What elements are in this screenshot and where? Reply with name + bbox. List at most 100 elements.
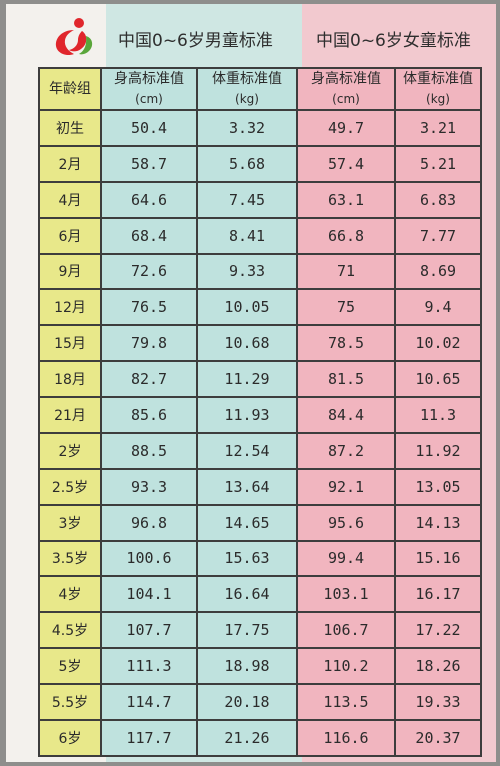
girl-height-cell: 75 xyxy=(296,288,396,327)
boy-height-cell: 64.6 xyxy=(100,180,198,219)
boy-height-cell: 111.3 xyxy=(100,647,198,685)
girl-height-cell: 78.5 xyxy=(296,324,396,363)
table-row: 4月 64.6 7.45 63.1 6.83 xyxy=(38,180,482,219)
age-group-header: 年龄组 xyxy=(38,67,102,111)
boy-weight-cell: 11.93 xyxy=(196,396,298,434)
age-cell: 6岁 xyxy=(38,718,102,758)
boy-height-cell: 50.4 xyxy=(100,109,198,147)
table-row: 5.5岁 114.7 20.18 113.5 19.33 xyxy=(38,683,482,721)
boy-height-cell: 114.7 xyxy=(100,683,198,721)
girl-weight-cell: 11.3 xyxy=(394,396,482,434)
boys-weight-header: 体重标准值 (kg) xyxy=(196,67,298,111)
table-row: 2.5岁 93.3 13.64 92.1 13.05 xyxy=(38,467,482,506)
boy-height-cell: 104.1 xyxy=(100,575,198,614)
table-row: 4岁 104.1 16.64 103.1 16.17 xyxy=(38,575,482,614)
age-cell: 2岁 xyxy=(38,431,102,470)
boy-height-cell: 107.7 xyxy=(100,611,198,650)
girls-standard-title: 中国0~6岁女童标准 xyxy=(316,31,471,51)
girl-height-cell: 95.6 xyxy=(296,503,396,542)
girl-height-cell: 49.7 xyxy=(296,109,396,147)
boy-height-cell: 79.8 xyxy=(100,324,198,363)
girl-weight-cell: 17.22 xyxy=(394,611,482,650)
girl-weight-cell: 11.92 xyxy=(394,431,482,470)
girls-height-unit: (cm) xyxy=(332,92,360,106)
age-cell: 2.5岁 xyxy=(38,467,102,506)
girls-weight-header: 体重标准值 (kg) xyxy=(394,67,482,111)
girls-height-label: 身高标准值 xyxy=(311,71,381,87)
age-cell: 初生 xyxy=(38,109,102,147)
girl-height-cell: 71 xyxy=(296,252,396,291)
girl-height-cell: 57.4 xyxy=(296,144,396,183)
girl-height-cell: 113.5 xyxy=(296,683,396,721)
age-cell: 18月 xyxy=(38,360,102,398)
table-row: 9月 72.6 9.33 71 8.69 xyxy=(38,252,482,291)
child-figure-logo-icon xyxy=(55,18,93,56)
girl-weight-cell: 10.65 xyxy=(394,360,482,398)
girl-weight-cell: 5.21 xyxy=(394,144,482,183)
girl-weight-cell: 19.33 xyxy=(394,683,482,721)
table-row: 2岁 88.5 12.54 87.2 11.92 xyxy=(38,431,482,470)
boy-weight-cell: 3.32 xyxy=(196,109,298,147)
boy-weight-cell: 20.18 xyxy=(196,683,298,721)
age-cell: 5岁 xyxy=(38,647,102,685)
girl-weight-cell: 8.69 xyxy=(394,252,482,291)
girl-height-cell: 92.1 xyxy=(296,467,396,506)
boy-weight-cell: 14.65 xyxy=(196,503,298,542)
girl-height-cell: 84.4 xyxy=(296,396,396,434)
girl-height-cell: 66.8 xyxy=(296,216,396,255)
boy-weight-cell: 10.05 xyxy=(196,288,298,327)
age-cell: 2月 xyxy=(38,144,102,183)
standards-board: 中国0~6岁男童标准 中国0~6岁女童标准 年龄组 身高标准值 (cm) xyxy=(6,4,496,762)
boy-weight-cell: 11.29 xyxy=(196,360,298,398)
table-header-row: 年龄组 身高标准值 (cm) 体重标准值 (kg) 身高标准值 (cm) 体重 xyxy=(38,67,482,111)
girls-weight-label: 体重标准值 xyxy=(403,71,473,87)
table-row: 初生 50.4 3.32 49.7 3.21 xyxy=(38,109,482,147)
boy-weight-cell: 5.68 xyxy=(196,144,298,183)
girls-weight-unit: (kg) xyxy=(426,92,450,106)
table-row: 3.5岁 100.6 15.63 99.4 15.16 xyxy=(38,539,482,578)
girl-weight-cell: 10.02 xyxy=(394,324,482,363)
boy-height-cell: 68.4 xyxy=(100,216,198,255)
boy-height-cell: 85.6 xyxy=(100,396,198,434)
standards-table-container: 年龄组 身高标准值 (cm) 体重标准值 (kg) 身高标准值 (cm) 体重 xyxy=(38,67,482,758)
boy-height-cell: 117.7 xyxy=(100,718,198,758)
table-row: 15月 79.8 10.68 78.5 10.02 xyxy=(38,324,482,363)
girl-weight-cell: 14.13 xyxy=(394,503,482,542)
age-cell: 6月 xyxy=(38,216,102,255)
boy-weight-cell: 18.98 xyxy=(196,647,298,685)
boy-weight-cell: 12.54 xyxy=(196,431,298,470)
girl-height-cell: 63.1 xyxy=(296,180,396,219)
boys-height-unit: (cm) xyxy=(135,92,163,106)
girl-weight-cell: 20.37 xyxy=(394,718,482,758)
age-cell: 15月 xyxy=(38,324,102,363)
boys-standard-title: 中国0~6岁男童标准 xyxy=(118,31,273,51)
boy-weight-cell: 8.41 xyxy=(196,216,298,255)
boy-weight-cell: 7.45 xyxy=(196,180,298,219)
girl-weight-cell: 9.4 xyxy=(394,288,482,327)
girl-height-cell: 99.4 xyxy=(296,539,396,578)
girl-height-cell: 103.1 xyxy=(296,575,396,614)
age-cell: 21月 xyxy=(38,396,102,434)
girl-height-cell: 87.2 xyxy=(296,431,396,470)
boy-weight-cell: 15.63 xyxy=(196,539,298,578)
girls-height-header: 身高标准值 (cm) xyxy=(296,67,396,111)
boy-height-cell: 88.5 xyxy=(100,431,198,470)
table-row: 4.5岁 107.7 17.75 106.7 17.22 xyxy=(38,611,482,650)
girl-weight-cell: 16.17 xyxy=(394,575,482,614)
table-row: 6月 68.4 8.41 66.8 7.77 xyxy=(38,216,482,255)
age-cell: 4月 xyxy=(38,180,102,219)
table-row: 21月 85.6 11.93 84.4 11.3 xyxy=(38,396,482,434)
girl-weight-cell: 7.77 xyxy=(394,216,482,255)
boys-weight-label: 体重标准值 xyxy=(212,71,282,87)
age-cell: 4.5岁 xyxy=(38,611,102,650)
boys-weight-unit: (kg) xyxy=(235,92,259,106)
boy-weight-cell: 10.68 xyxy=(196,324,298,363)
girl-weight-cell: 15.16 xyxy=(394,539,482,578)
boys-height-label: 身高标准值 xyxy=(114,71,184,87)
age-cell: 5.5岁 xyxy=(38,683,102,721)
boy-weight-cell: 13.64 xyxy=(196,467,298,506)
age-cell: 3.5岁 xyxy=(38,539,102,578)
girl-weight-cell: 3.21 xyxy=(394,109,482,147)
table-row: 6岁 117.7 21.26 116.6 20.37 xyxy=(38,718,482,758)
boy-height-cell: 58.7 xyxy=(100,144,198,183)
